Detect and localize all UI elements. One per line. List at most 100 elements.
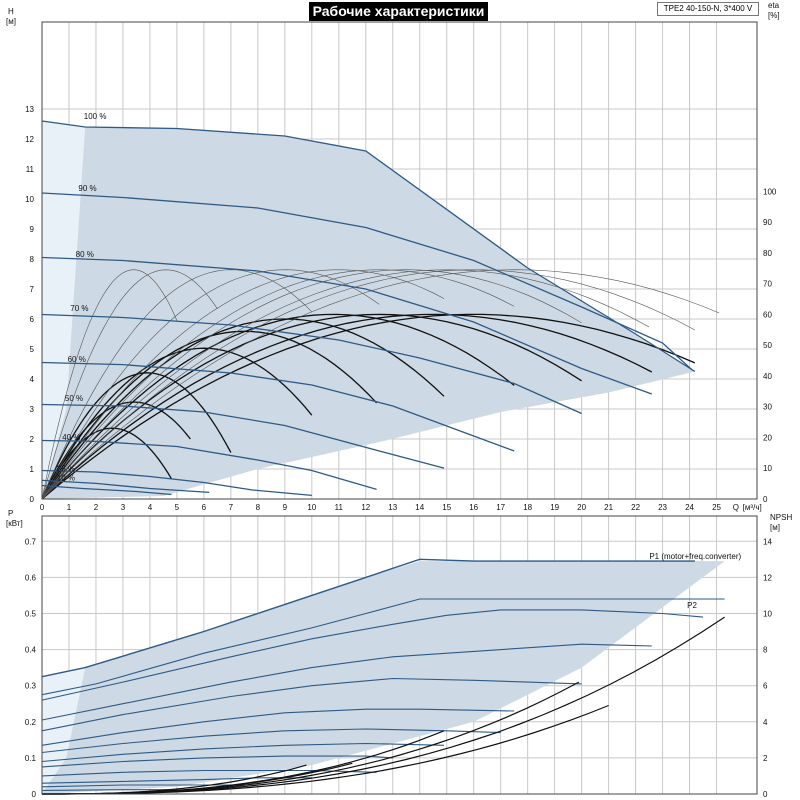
flow-axis-tick: 25	[712, 503, 721, 512]
eta-axis-tick: 30	[763, 403, 772, 412]
flow-axis-tick: 8	[256, 503, 261, 512]
head-axis-tick: 10	[25, 195, 34, 204]
flow-axis-tick: 4	[148, 503, 153, 512]
flow-axis-tick: 7	[229, 503, 234, 512]
head-axis-tick: 4	[30, 375, 35, 384]
npsh-axis-tick: 4	[763, 718, 768, 727]
power-axis-tick: 0.1	[25, 754, 37, 763]
efficiency-curve-thin	[41, 269, 582, 500]
power-axis-tick: 0.5	[25, 609, 37, 618]
efficiency-curve-thin	[41, 269, 720, 500]
power-curve	[41, 677, 582, 732]
eta-axis-tick: 80	[763, 249, 772, 258]
power-curve	[41, 777, 312, 784]
operating-area	[42, 121, 695, 499]
head-axis-tick: 2	[30, 435, 35, 444]
efficiency-curve	[41, 427, 173, 500]
efficiency-curve-thin	[41, 269, 178, 500]
npsh-axis-tick: 12	[763, 573, 772, 582]
speed-label: 60 %	[68, 355, 86, 364]
head-axis-tick: 8	[30, 255, 35, 264]
efficiency-curve	[41, 313, 696, 500]
power-curve	[41, 708, 515, 746]
efficiency-curve-thin	[41, 269, 445, 500]
eta-axis-tick: 40	[763, 372, 772, 381]
flow-axis-tick: 10	[307, 503, 316, 512]
chart-title: Рабочие характеристики	[309, 2, 488, 21]
flow-axis-tick: 24	[685, 503, 694, 512]
efficiency-curve	[41, 313, 515, 500]
head-curve	[41, 403, 445, 469]
speed-label: 80 %	[76, 250, 94, 259]
power-annotation: P2	[687, 601, 697, 610]
efficiency-curve-thin	[41, 269, 218, 500]
flow-axis-tick: 13	[388, 503, 397, 512]
speed-label: 40 %	[62, 433, 80, 442]
power-curve	[41, 643, 652, 721]
efficiency-curve	[41, 318, 445, 500]
eta-axis-tick: 0	[763, 495, 768, 504]
eta-axis-tick: 100	[763, 187, 777, 196]
flow-axis-tick: 18	[523, 503, 532, 512]
eta-axis-tick: 70	[763, 280, 772, 289]
npsh-axis-unit: [м]	[770, 523, 780, 532]
flow-axis-tick: 0	[40, 503, 45, 512]
npsh-axis-tick: 2	[763, 754, 768, 763]
head-axis-unit: [м]	[6, 17, 16, 26]
speed-label: 10 %	[57, 474, 75, 483]
flow-axis-tick: 21	[604, 503, 613, 512]
power-axis-tick: 0	[32, 790, 37, 799]
npsh-axis-title: NPSH	[770, 513, 792, 522]
speed-label: 25 %	[57, 465, 75, 474]
model-label: TPE2 40-150-N, 3*400 V	[657, 2, 759, 16]
head-axis-tick: 13	[25, 105, 34, 114]
flow-axis-tick: 12	[361, 503, 370, 512]
head-curve	[41, 192, 693, 371]
efficiency-curve-thin	[41, 269, 650, 500]
head-axis-tick: 11	[26, 165, 35, 174]
power-curve	[41, 728, 501, 754]
speed-label: 50 %	[65, 394, 83, 403]
head-axis-tick: 0	[30, 495, 35, 504]
power-axis-tick: 0.4	[25, 646, 37, 655]
head-curve	[41, 469, 312, 497]
npsh-axis-tick: 14	[763, 537, 772, 546]
head-curve	[41, 484, 172, 496]
power-axis-tick: 0.3	[25, 682, 37, 691]
speed-label: 100 %	[84, 112, 107, 121]
power-axis-unit: [кВт]	[6, 519, 23, 528]
flow-axis-tick: 23	[658, 503, 667, 512]
efficiency-curve	[41, 313, 653, 500]
flow-axis-tick: 1	[67, 503, 72, 512]
flow-axis-tick: 11	[335, 503, 344, 512]
flow-axis-tick: 2	[94, 503, 99, 512]
power-axis-title: P	[8, 509, 13, 518]
head-axis-tick: 6	[30, 315, 35, 324]
power-curve	[41, 609, 704, 701]
power-axis-tick: 0.6	[25, 573, 37, 582]
efficiency-curve	[41, 330, 378, 500]
head-axis-tick: 12	[25, 135, 34, 144]
head-axis-title: H	[8, 7, 14, 16]
power-annotation: P1 (motor+freq.converter)	[649, 552, 741, 561]
eta-axis-tick: 10	[763, 464, 772, 473]
npsh-axis-tick: 10	[763, 609, 772, 618]
power-axis-tick: 0.7	[25, 537, 37, 546]
power-axis-tick: 0.2	[25, 718, 37, 727]
head-axis-tick: 1	[30, 465, 35, 474]
flow-axis-tick: 19	[550, 503, 559, 512]
npsh-axis-tick: 0	[763, 790, 768, 799]
eta-axis-tick: 20	[763, 433, 772, 442]
power-area-light	[42, 667, 86, 794]
npsh-axis-tick: 6	[763, 682, 768, 691]
top-plot-frame	[41, 21, 758, 500]
flow-axis-tick: 16	[469, 503, 478, 512]
eta-axis-tick: 50	[763, 341, 772, 350]
head-axis-tick: 3	[30, 405, 35, 414]
head-curve	[41, 439, 377, 491]
flow-axis-tick: 17	[496, 503, 505, 512]
efficiency-curve-thin	[41, 269, 313, 500]
head-axis-tick: 5	[30, 345, 35, 354]
power-curve	[41, 598, 725, 696]
